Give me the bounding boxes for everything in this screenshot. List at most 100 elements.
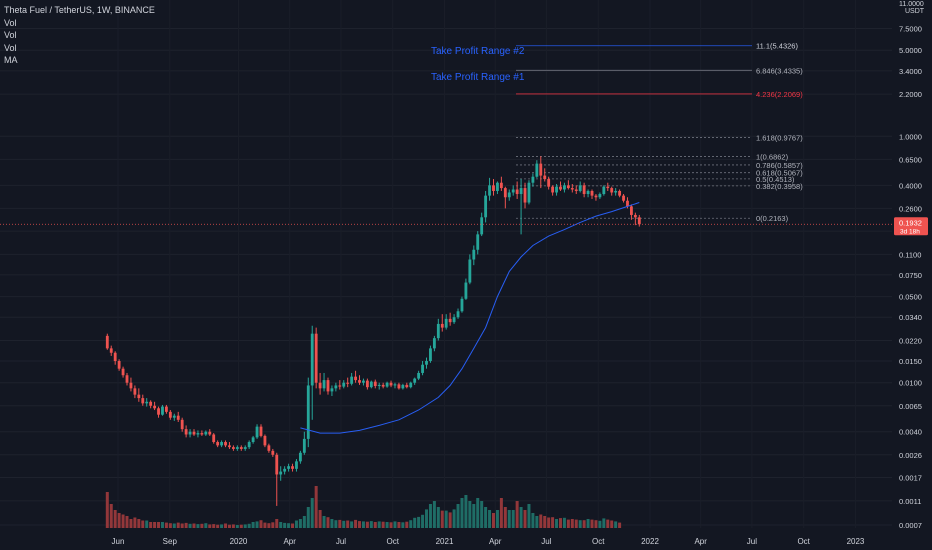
time-tick-label: Apr xyxy=(283,537,296,546)
candle-body xyxy=(109,348,113,353)
candle-body xyxy=(295,461,298,469)
candle-body xyxy=(385,382,389,387)
currency-label: USDT xyxy=(905,8,925,15)
volume-bar xyxy=(342,520,346,528)
candle-body xyxy=(452,317,456,323)
volume-bar xyxy=(511,510,515,528)
indicator-vol-3[interactable]: Vol xyxy=(4,42,17,53)
candle-body xyxy=(228,445,231,448)
candle-body xyxy=(346,382,350,384)
time-tick-label: Oct xyxy=(797,537,810,546)
candle-body xyxy=(570,188,574,190)
candle-body xyxy=(125,375,129,383)
volume-bar xyxy=(314,486,318,528)
time-scale[interactable]: Jun Sep 2020 Apr Jul Oct 2021 Apr Jul Oct 2022 Apr J… xyxy=(0,530,932,550)
volume-bar xyxy=(117,513,121,528)
volume-bar xyxy=(216,524,220,528)
candle-body xyxy=(436,323,440,339)
volume-bar xyxy=(129,519,133,528)
candle-body xyxy=(421,364,424,373)
volume-bar xyxy=(421,514,425,528)
volume-bar xyxy=(180,523,184,528)
candle-body xyxy=(602,186,606,195)
volume-bar xyxy=(338,519,342,528)
volume-bar xyxy=(200,523,204,528)
volume-bar xyxy=(212,524,216,528)
current-price-value: 0.1932 xyxy=(899,218,922,227)
indicator-vol-1[interactable]: Vol xyxy=(4,17,17,28)
indicator-ma[interactable]: MA xyxy=(4,55,18,65)
fib-level-label: 1(0.6862) xyxy=(756,152,789,161)
volume-bar xyxy=(235,525,239,528)
chart-legend: Theta Fuel / TetherUS, 1W, BINANCE Vol V… xyxy=(4,4,155,67)
candle-body xyxy=(145,401,149,404)
candle-body xyxy=(460,298,464,312)
volume-bar xyxy=(275,519,279,528)
volume-bar xyxy=(306,507,310,528)
time-tick-label: Jun xyxy=(112,537,125,546)
indicator-vol-2[interactable]: Vol xyxy=(4,30,17,40)
candle-body xyxy=(480,217,484,235)
volume-bar xyxy=(574,519,578,528)
price-tick-label: 0.0040 xyxy=(899,428,922,437)
candle-body xyxy=(444,318,448,328)
volume-bar xyxy=(121,514,125,528)
moving-average xyxy=(0,202,892,434)
candle-body xyxy=(283,468,287,472)
price-tick-label: 3.4000 xyxy=(899,67,922,76)
price-tick-label: 0.0017 xyxy=(899,474,922,483)
volume-bar xyxy=(204,523,208,528)
candlesticks[interactable] xyxy=(105,156,641,506)
candle-body xyxy=(208,431,212,435)
volume-bar xyxy=(586,519,590,528)
price-tick-label: 0.1100 xyxy=(899,250,921,259)
volume-bar xyxy=(271,522,275,528)
candle-body xyxy=(633,214,637,218)
candle-body xyxy=(133,388,137,395)
candle-body xyxy=(192,431,196,435)
symbol-title[interactable]: Theta Fuel / TetherUS, 1W, BINANCE xyxy=(4,5,155,15)
candle-body xyxy=(298,452,302,462)
price-tick-label: 5.0000 xyxy=(899,46,922,55)
candle-body xyxy=(322,380,326,389)
volume-bar xyxy=(417,516,421,528)
volume-bar xyxy=(452,509,456,528)
candle-body xyxy=(531,176,535,183)
candle-body xyxy=(519,188,523,195)
volume-bar xyxy=(590,519,594,528)
candle-body xyxy=(448,318,452,323)
price-tick-label: 0.4000 xyxy=(899,181,922,190)
volume-bar xyxy=(247,523,251,528)
volume-bar xyxy=(369,521,373,528)
volume-bar xyxy=(598,520,602,528)
candle-body xyxy=(606,186,610,189)
candle-body xyxy=(287,466,290,469)
time-tick-label: Oct xyxy=(592,537,605,546)
time-tick-label: 2021 xyxy=(436,537,454,546)
candle-body xyxy=(373,381,377,387)
volume-bar xyxy=(113,510,117,528)
time-tick-label: 2020 xyxy=(230,537,248,546)
candle-body xyxy=(551,186,555,193)
volume-bar xyxy=(523,510,527,528)
candle-body xyxy=(555,186,558,193)
time-tick-label: 2023 xyxy=(847,537,865,546)
volume-bar xyxy=(346,520,350,528)
volume-bar xyxy=(141,520,145,528)
volume-bar xyxy=(149,522,153,528)
price-tick-label: 0.0011 xyxy=(899,497,921,506)
candle-body xyxy=(176,415,180,420)
volume-bar xyxy=(184,522,188,528)
volume-bar xyxy=(291,523,295,528)
fibonacci-levels[interactable]: 0(0.2163) 0.382(0.3958)0.5(0.4513)0.618(0… xyxy=(431,42,803,223)
candle-body xyxy=(255,426,259,438)
volume-bar xyxy=(330,519,334,528)
volume-bar xyxy=(397,522,401,528)
volume-bar xyxy=(377,521,381,528)
candle-body xyxy=(484,195,488,218)
time-tick-label: Jul xyxy=(336,537,346,546)
volume-bar xyxy=(109,504,113,528)
volume-bar xyxy=(519,507,523,528)
